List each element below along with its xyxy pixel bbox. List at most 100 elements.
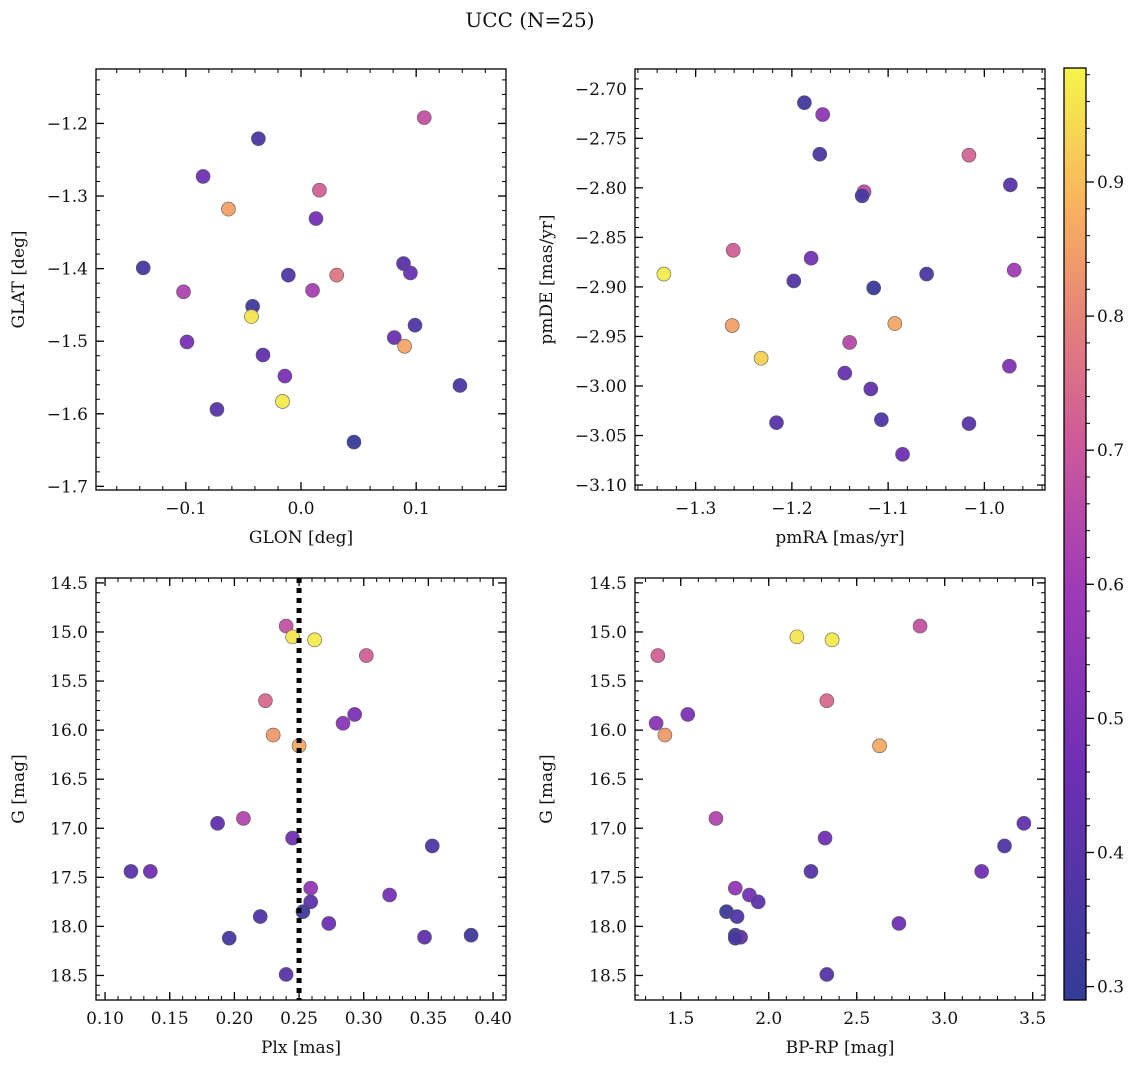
scatter-point (312, 182, 327, 198)
scatter-point (329, 267, 345, 283)
x-tick-label: 0.35 (409, 1009, 447, 1029)
y-tick-label: 14.5 (50, 574, 88, 594)
scatter-point (278, 618, 294, 634)
y-tick-label: 18.5 (589, 966, 627, 986)
scatter-point (251, 131, 266, 146)
scatter-point (135, 260, 151, 276)
scatter-point (209, 402, 225, 417)
x-axis-label: Plx [mas] (261, 1038, 341, 1058)
y-tick-label: 18.0 (50, 917, 88, 937)
y-tick-label: −1.3 (47, 187, 88, 207)
scatter-point (854, 188, 870, 204)
scatter-point (656, 266, 672, 282)
scatter-point (797, 95, 812, 110)
panel-pmra-pmde: −1.3 −1.2 −1.1 −1.0 −2.70 −2.75 −2.80 −2.85 −2.9… (537, 68, 1046, 548)
x-tick-label: −1.1 (867, 499, 908, 519)
y-axis-label: pmDE [mas/yr] (537, 214, 557, 344)
scatter-point (386, 330, 402, 345)
scatter-point (803, 864, 819, 879)
x-tick-label: 3.0 (931, 1009, 958, 1029)
scatter-point (750, 894, 766, 910)
scatter-point (842, 335, 857, 350)
scatter-point (308, 211, 324, 226)
panel-bprp-g: 1.5 2.0 2.5 3.0 3.5 14.5 15.0 15.5 16.0 16.5 17.0 1… (537, 574, 1046, 1058)
scatter-point (819, 693, 835, 708)
colorbar-tick-label: 0.7 (1097, 441, 1124, 461)
scatter-point (265, 727, 281, 743)
scatter-point (143, 864, 158, 879)
scatter-point (303, 894, 319, 910)
scatter-point (680, 707, 696, 722)
scatter-point (321, 916, 337, 931)
scatter-point (648, 715, 664, 731)
y-tick-label: −1.6 (47, 405, 88, 425)
scatter-point (179, 334, 195, 350)
scatter-point (285, 629, 300, 645)
colorbar-tick-label: 0.8 (1097, 307, 1124, 327)
y-tick-label: −1.2 (47, 114, 88, 134)
scatter-point (403, 265, 418, 281)
y-tick-label: 15.5 (50, 672, 88, 692)
scatter-point (307, 632, 322, 648)
scatter-point (407, 317, 423, 333)
scatter-point (724, 318, 740, 333)
scatter-point (275, 394, 290, 409)
scatter-point (252, 909, 268, 924)
x-tick-label: 0.20 (215, 1009, 253, 1029)
scatter-point (786, 273, 802, 289)
x-tick-label: 0.0 (287, 499, 314, 519)
scatter-point (866, 280, 881, 296)
scatter-point (255, 347, 271, 363)
x-tick-label: −0.1 (165, 499, 206, 519)
y-tick-label: 17.0 (589, 819, 627, 839)
scatter-point (452, 378, 468, 393)
x-tick-label: −1.2 (771, 499, 812, 519)
scatter-point (891, 916, 907, 931)
colorbar-tick-label: 0.5 (1097, 709, 1124, 729)
y-tick-label: −3.00 (575, 377, 627, 397)
scatter-point (725, 242, 741, 258)
x-tick-label: 0.25 (280, 1009, 318, 1029)
y-tick-label: −1.4 (47, 260, 88, 280)
y-tick-label: 16.5 (50, 770, 88, 790)
y-tick-label: 17.5 (50, 868, 88, 888)
scatter-point (236, 811, 251, 826)
scatter-point (887, 316, 903, 331)
scatter-point (872, 738, 887, 754)
scatter-point (176, 284, 191, 300)
scatter-point (895, 447, 910, 462)
x-tick-label: 2.0 (755, 1009, 782, 1029)
y-tick-label: −2.70 (575, 80, 627, 100)
scatter-point (221, 201, 236, 217)
scatter-point (359, 648, 374, 663)
x-tick-label: 1.5 (667, 1009, 694, 1029)
scatter-point (221, 930, 237, 946)
scatter-point (195, 169, 211, 184)
y-tick-label: 16.0 (589, 721, 627, 741)
scatter-point (346, 434, 362, 450)
axes-frame (95, 68, 507, 491)
y-tick-label: −1.7 (47, 477, 88, 497)
scatter-point (961, 416, 977, 431)
scatter-point (335, 715, 351, 731)
scatter-point (824, 632, 840, 648)
y-tick-label: −2.75 (575, 129, 627, 149)
scatter-point (1003, 177, 1018, 193)
scatter-point (123, 864, 139, 879)
scatter-point (769, 415, 784, 430)
y-axis-label: G [mag] (537, 754, 557, 823)
scatter-point (1002, 358, 1017, 374)
y-axis-label: G [mag] (9, 754, 29, 823)
scatter-point (278, 967, 294, 982)
scatter-point (244, 309, 259, 324)
scatter-point (1006, 262, 1022, 278)
scatter-point (728, 880, 743, 896)
scatter-point (817, 830, 833, 846)
scatter-point (258, 693, 273, 708)
scatter-point (863, 381, 879, 397)
scatter-point (803, 250, 819, 266)
scatter-point (819, 967, 835, 982)
axes-frame (634, 577, 1046, 1001)
scatter-point (650, 648, 666, 663)
